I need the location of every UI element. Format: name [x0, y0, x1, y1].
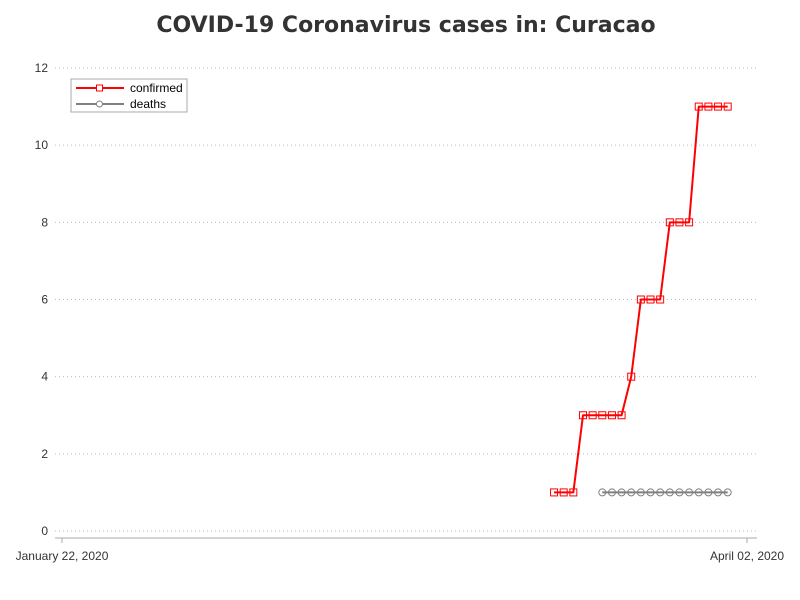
- data-point-deaths: [656, 488, 665, 497]
- y-axis: 0 2 4 6 8 10 12: [35, 61, 49, 538]
- data-point-deaths: [617, 488, 626, 497]
- data-point-deaths: [646, 488, 655, 497]
- data-point-deaths: [607, 488, 616, 497]
- y-tick-label: 10: [35, 138, 49, 152]
- data-point-confirmed: [607, 411, 616, 420]
- data-point-confirmed: [588, 411, 597, 420]
- data-point-confirmed: [704, 102, 713, 111]
- data-point-confirmed: [714, 102, 723, 111]
- series-layer: [550, 102, 732, 497]
- data-point-deaths: [685, 488, 694, 497]
- data-point-deaths: [665, 488, 674, 497]
- data-point-deaths: [714, 488, 723, 497]
- data-point-deaths: [694, 488, 703, 497]
- x-axis: January 22, 2020 April 02, 2020: [16, 537, 784, 563]
- data-point-deaths: [598, 488, 607, 497]
- data-point-confirmed: [559, 488, 568, 497]
- chart-title: COVID-19 Coronavirus cases in: Curacao: [156, 13, 655, 38]
- legend-label: confirmed: [130, 81, 183, 95]
- legend-item-deaths: deaths: [76, 97, 166, 111]
- data-point-confirmed: [646, 295, 655, 304]
- data-point-deaths: [675, 488, 684, 497]
- data-point-deaths: [704, 488, 713, 497]
- data-point-confirmed: [598, 411, 607, 420]
- data-point-confirmed: [694, 102, 703, 111]
- data-point-confirmed: [617, 411, 626, 420]
- y-tick-label: 8: [41, 215, 48, 229]
- y-tick-label: 0: [41, 524, 48, 538]
- data-point-confirmed: [578, 411, 587, 420]
- data-point-confirmed: [627, 372, 636, 381]
- series-confirmed: [550, 102, 732, 497]
- legend-marker: [96, 100, 103, 108]
- y-tick-label: 2: [41, 447, 48, 461]
- data-point-confirmed: [685, 218, 694, 227]
- series-line-confirmed: [554, 105, 728, 494]
- legend-box: [70, 78, 188, 113]
- legend-item-confirmed: confirmed: [76, 81, 183, 95]
- legend-marker: [96, 84, 103, 92]
- series-deaths: [598, 488, 732, 497]
- x-tick-label: January 22, 2020: [16, 549, 109, 563]
- data-point-deaths: [627, 488, 636, 497]
- data-point-confirmed: [569, 488, 578, 497]
- legend-label: deaths: [130, 97, 166, 111]
- data-point-deaths: [636, 488, 645, 497]
- y-tick-label: 12: [35, 61, 49, 75]
- data-point-confirmed: [675, 218, 684, 227]
- y-tick-label: 4: [41, 370, 48, 384]
- data-point-confirmed: [550, 488, 559, 497]
- data-point-confirmed: [665, 218, 674, 227]
- data-point-confirmed: [723, 102, 732, 111]
- x-tick-label: April 02, 2020: [710, 549, 784, 563]
- data-point-confirmed: [656, 295, 665, 304]
- y-tick-label: 6: [41, 293, 48, 307]
- data-point-confirmed: [636, 295, 645, 304]
- legend: confirmed deaths: [70, 78, 188, 113]
- data-point-deaths: [723, 488, 732, 497]
